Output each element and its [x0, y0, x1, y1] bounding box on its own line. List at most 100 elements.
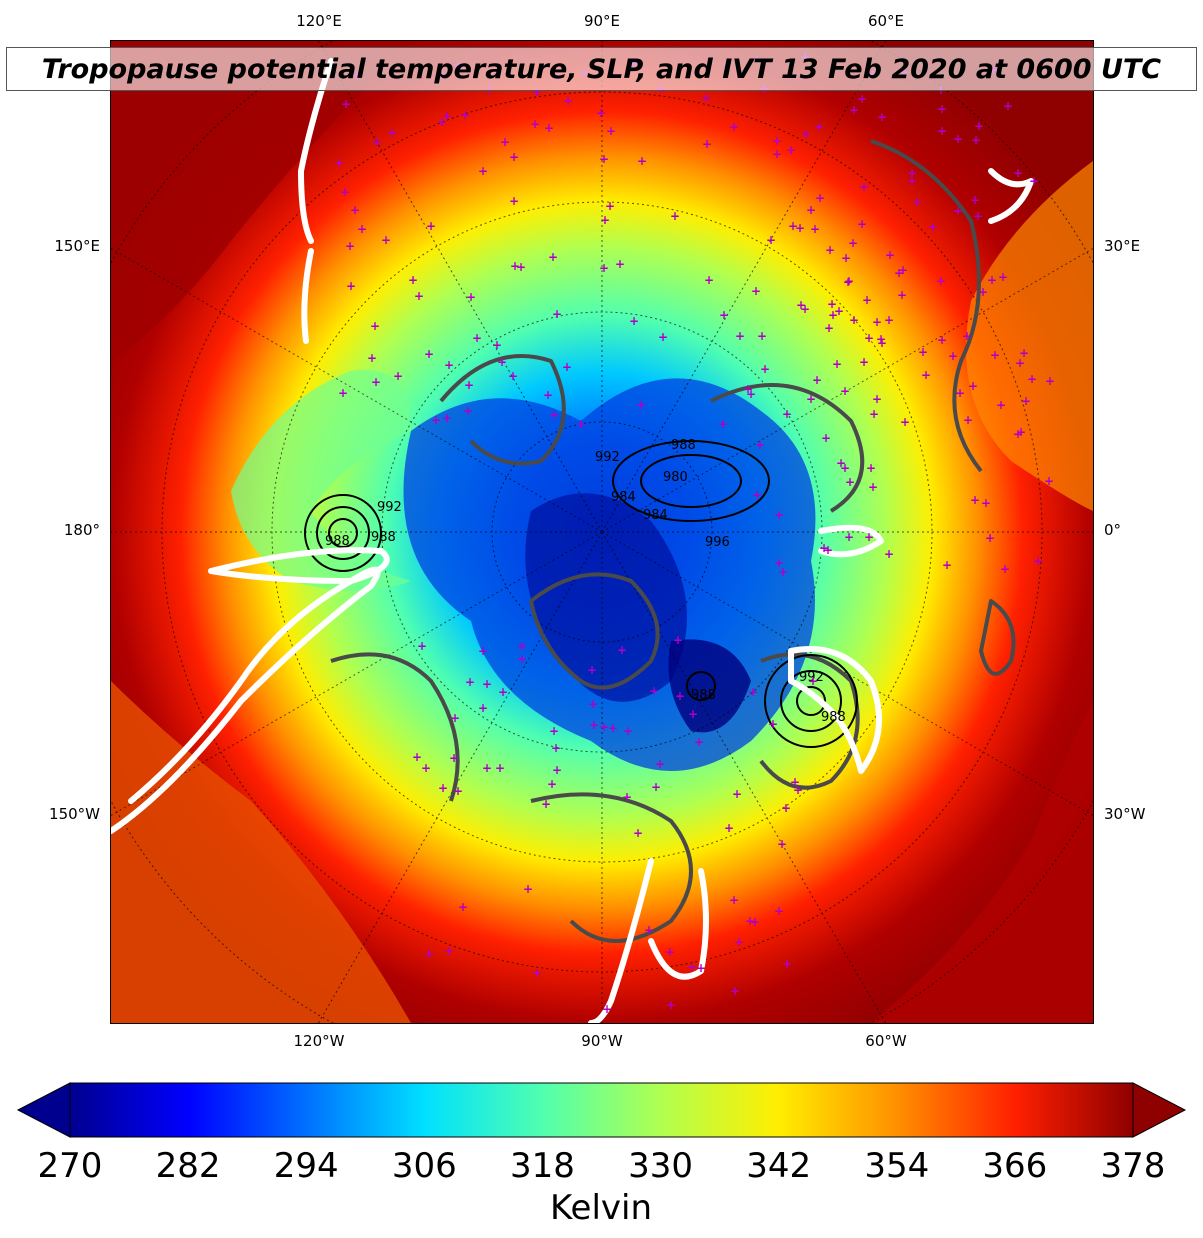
station-marker: + [897, 288, 907, 302]
colorbar-tick-label: 354 [864, 1146, 930, 1186]
station-marker: + [704, 273, 714, 287]
warm-corner-nw [111, 41, 411, 361]
lat-label-left-180: 180° [63, 521, 100, 539]
station-marker: + [431, 413, 441, 427]
station-marker: + [544, 121, 554, 135]
station-marker: + [408, 273, 418, 287]
station-marker: + [987, 273, 997, 287]
station-marker: + [696, 961, 706, 975]
station-marker: + [500, 135, 510, 149]
lon-label-bottom-90w: 90°W [581, 1032, 623, 1050]
station-marker: + [442, 109, 452, 123]
slp-low-center-2 [612, 440, 770, 522]
station-marker: + [751, 284, 761, 298]
station-marker: + [812, 373, 822, 387]
station-marker: + [825, 243, 835, 257]
station-marker: + [551, 741, 561, 755]
station-marker: + [548, 250, 558, 264]
station-marker: + [978, 285, 988, 299]
station-marker: + [781, 801, 791, 815]
station-marker: + [606, 124, 616, 138]
colorbar-tick-label: 270 [37, 1146, 103, 1186]
station-marker: + [414, 289, 424, 303]
lat-label-right-30w: 30°W [1104, 805, 1146, 823]
station-marker: + [921, 368, 931, 382]
station-marker: + [372, 135, 382, 149]
station-marker: + [552, 307, 562, 321]
colorbar-ramp [69, 1082, 1134, 1138]
station-marker: + [857, 217, 867, 231]
station-marker: + [942, 558, 952, 572]
colorbar-extend-low [16, 1082, 71, 1138]
slp-low-east-1 [796, 686, 826, 716]
station-marker: + [508, 369, 518, 383]
station-marker: + [450, 711, 460, 725]
station-marker: + [449, 751, 459, 765]
station-marker: + [587, 663, 597, 677]
station-marker: + [637, 154, 647, 168]
station-marker: + [808, 674, 818, 688]
station-marker: + [955, 386, 965, 400]
station-marker: + [367, 351, 377, 365]
station-marker: + [393, 369, 403, 383]
station-marker: + [790, 775, 800, 789]
station-marker: + [437, 115, 447, 129]
station-marker: + [786, 143, 796, 157]
station-marker: + [996, 398, 1006, 412]
station-marker: + [350, 203, 360, 217]
lon-label-bottom-120w: 120°W [293, 1032, 345, 1050]
meridian-line [601, 531, 887, 1023]
ivt-atlantic-low [788, 646, 882, 774]
station-marker: + [424, 347, 434, 361]
slp-label: 992 [799, 670, 824, 685]
colorbar-tick-label: 282 [155, 1146, 221, 1186]
station-marker: + [876, 332, 886, 346]
station-marker: + [948, 349, 958, 363]
station-marker: + [788, 219, 798, 233]
station-marker: + [834, 304, 844, 318]
station-marker: + [866, 461, 876, 475]
station-marker: + [900, 415, 910, 429]
station-marker: + [806, 203, 816, 217]
station-marker: + [623, 724, 633, 738]
station-marker: + [841, 251, 851, 265]
station-marker: + [953, 204, 963, 218]
station-marker: + [1016, 425, 1026, 439]
ivt-plume-pacific-tail [208, 547, 390, 584]
station-marker: + [1019, 346, 1029, 360]
station-marker: + [752, 488, 762, 502]
station-marker: + [599, 152, 609, 166]
station-marker: + [836, 456, 846, 470]
station-marker: + [675, 689, 685, 703]
station-marker: + [748, 685, 758, 699]
station-marker: + [341, 97, 351, 111]
station-marker: + [541, 797, 551, 811]
station-marker: + [1013, 427, 1023, 441]
slp-labels: 992 988 980 984 996 988 992 988 988 992 … [325, 438, 846, 725]
colorbar-tick-label: 378 [1100, 1146, 1166, 1186]
station-marker: + [907, 174, 917, 188]
station-marker: + [843, 275, 853, 289]
slp-low-west-2 [316, 506, 370, 560]
station-marker: + [517, 652, 527, 666]
slp-label: 988 [325, 534, 350, 549]
colorbar-tick-label: 306 [391, 1146, 457, 1186]
slp-label: 988 [821, 710, 846, 725]
station-marker: + [599, 720, 609, 734]
station-marker: + [532, 85, 542, 99]
station-marker: + [532, 966, 542, 980]
station-marker: + [814, 120, 824, 134]
station-marker: + [868, 480, 878, 494]
station-marker: + [387, 126, 397, 140]
station-marker: + [832, 357, 842, 371]
station-marker: + [772, 147, 782, 161]
station-marker: + [971, 133, 981, 147]
station-marker: + [729, 893, 739, 907]
station-marker: + [644, 923, 654, 937]
cold-pocket [668, 639, 751, 733]
station-marker: + [877, 336, 887, 350]
slp-label: 988 [671, 438, 696, 453]
station-marker: + [877, 110, 887, 124]
station-marker: + [859, 180, 869, 194]
coastline-polar [529, 572, 660, 690]
